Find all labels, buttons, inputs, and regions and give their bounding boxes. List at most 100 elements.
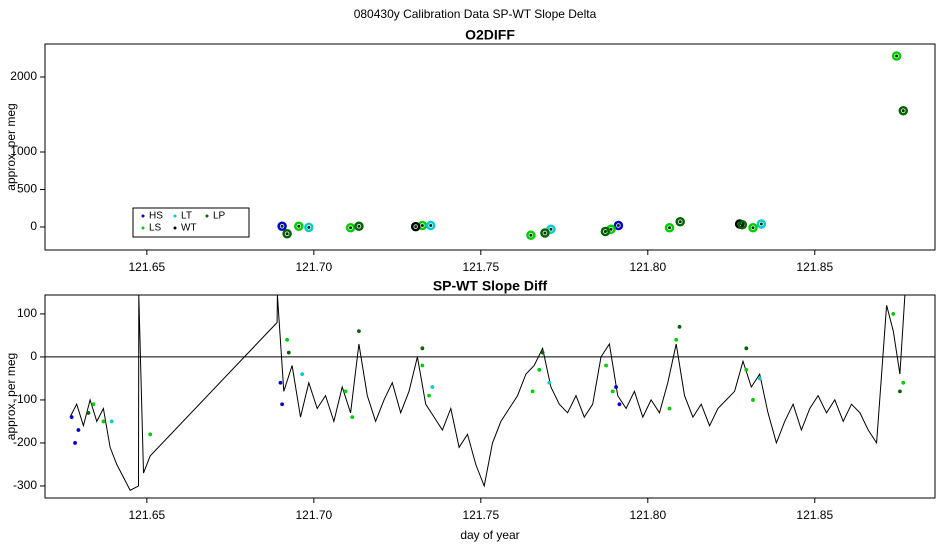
data-point <box>427 393 431 398</box>
data-point <box>744 367 749 372</box>
data-point <box>345 222 356 233</box>
data-point <box>613 220 624 231</box>
data-point <box>540 350 545 355</box>
data-point-core <box>895 54 899 58</box>
data-point <box>737 219 748 230</box>
legend-box <box>132 207 250 238</box>
data-point-core <box>549 227 553 231</box>
y-tick-label: -200 <box>13 435 37 449</box>
data-point-core <box>740 223 744 227</box>
data-point <box>420 363 425 368</box>
data-point <box>540 228 550 238</box>
data-point <box>350 415 355 420</box>
legend-marker <box>205 214 209 218</box>
plot-area <box>45 295 935 491</box>
data-point <box>617 402 622 407</box>
data-point-core <box>429 223 433 227</box>
data-point <box>537 367 542 372</box>
x-tick-label: 121.80 <box>629 260 666 274</box>
y-tick-label: 100 <box>17 306 37 320</box>
y-axis-label: approx. per meg <box>4 103 18 190</box>
legend-label: WT <box>181 223 197 234</box>
legend-marker <box>173 214 177 218</box>
data-point-core <box>529 233 533 237</box>
data-point <box>675 216 685 227</box>
data-point <box>343 389 348 394</box>
data-point <box>410 221 421 232</box>
data-point <box>101 419 106 424</box>
data-point <box>430 385 435 389</box>
data-point <box>277 221 287 231</box>
x-tick-label: 121.70 <box>295 260 332 274</box>
plot-area <box>277 51 909 240</box>
data-point <box>677 324 682 329</box>
y-tick-label: 500 <box>17 182 37 196</box>
data-point <box>604 363 608 368</box>
data-point <box>278 380 283 385</box>
legend-label: HS <box>149 211 163 222</box>
data-point <box>304 222 314 233</box>
data-point <box>109 419 114 424</box>
data-point-core <box>678 220 682 224</box>
y-tick-label: 2000 <box>10 69 37 83</box>
data-point-core <box>668 226 672 230</box>
data-point <box>73 441 77 445</box>
y-axis-label: approx. per meg <box>4 353 18 440</box>
data-point <box>69 415 74 420</box>
y-tick-label: -100 <box>13 392 37 406</box>
data-point <box>354 221 364 231</box>
legend-label: LS <box>149 223 162 234</box>
data-point <box>526 230 536 240</box>
data-point <box>748 222 758 233</box>
data-point <box>285 337 290 342</box>
data-point-core <box>603 229 607 233</box>
data-point <box>610 389 615 394</box>
data-point-core <box>616 223 620 227</box>
data-point-core <box>349 226 353 230</box>
data-point-core <box>609 227 613 231</box>
x-tick-label: 121.85 <box>796 508 833 522</box>
data-point <box>614 385 618 389</box>
data-point-core <box>307 225 311 229</box>
data-point <box>76 428 81 432</box>
data-point <box>600 226 611 237</box>
data-point <box>898 389 902 394</box>
x-tick-label: 121.75 <box>462 260 499 274</box>
data-point-core <box>759 222 763 226</box>
data-point <box>91 402 96 407</box>
data-point-core <box>543 231 547 235</box>
legend-marker <box>141 226 145 230</box>
data-point <box>530 389 535 394</box>
y-tick-label: 0 <box>30 349 37 363</box>
legend-marker <box>141 214 145 218</box>
legend-label: LP <box>213 211 226 222</box>
data-point <box>294 221 304 231</box>
data-point <box>898 105 909 116</box>
page-title: 080430y Calibration Data SP-WT Slope Del… <box>354 7 597 21</box>
data-point <box>420 346 425 351</box>
data-point <box>148 432 153 437</box>
data-point <box>300 372 305 377</box>
data-point <box>751 398 755 402</box>
plot-frame <box>44 294 936 499</box>
data-point-core <box>280 224 284 228</box>
y-tick-label: 0 <box>30 219 37 233</box>
data-point-core <box>751 226 755 230</box>
x-tick-label: 121.80 <box>629 508 666 522</box>
data-point <box>664 222 675 233</box>
data-point <box>891 312 896 316</box>
data-point-core <box>901 109 905 113</box>
legend-label: LT <box>181 211 192 222</box>
x-axis-label: day of year <box>460 528 519 542</box>
data-point <box>744 346 749 351</box>
x-tick-label: 121.75 <box>462 508 499 522</box>
data-point <box>280 402 285 407</box>
data-point <box>357 329 361 334</box>
data-point <box>86 410 91 415</box>
panel-title: O2DIFF <box>465 27 515 43</box>
y-tick-label: 1000 <box>10 144 37 158</box>
plot-frame <box>44 43 936 251</box>
x-tick-label: 121.70 <box>295 508 332 522</box>
data-point <box>286 350 291 355</box>
